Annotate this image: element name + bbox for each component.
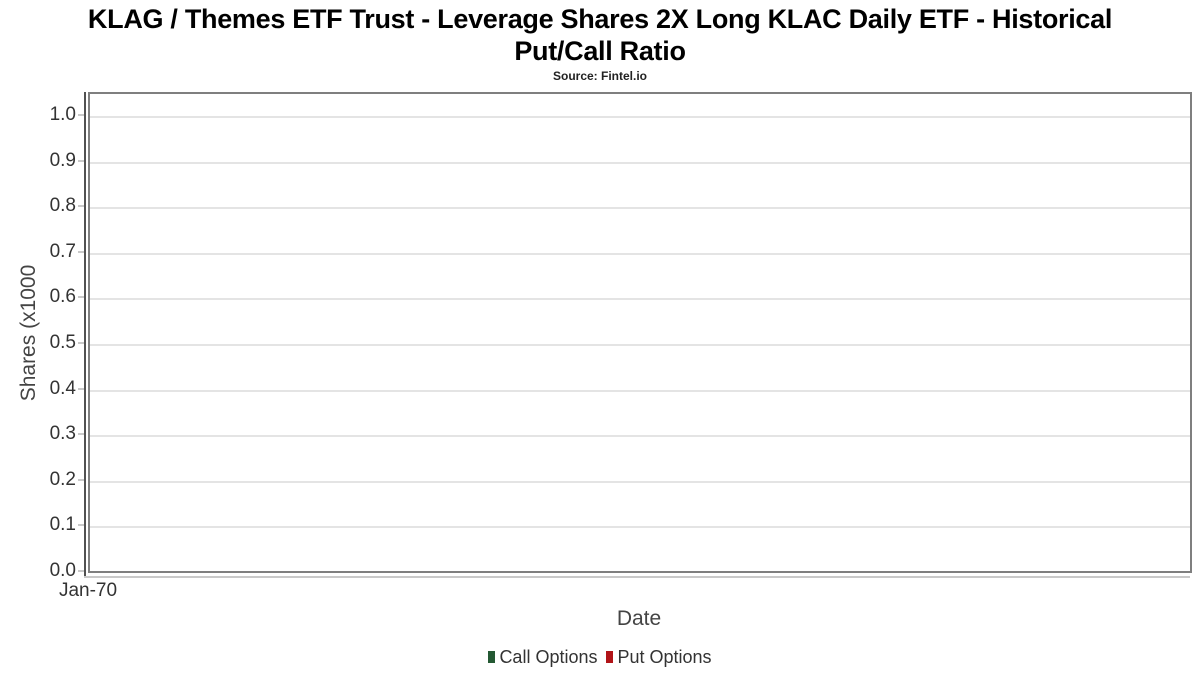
- legend-item-call-options: Call Options: [488, 646, 597, 668]
- legend-label: Put Options: [617, 647, 712, 667]
- y-tick-label: 0.3: [49, 423, 76, 445]
- y-tick-mark: [78, 570, 84, 572]
- y-tick-mark: [78, 114, 84, 116]
- y-tick-label: 0.4: [49, 377, 76, 399]
- y-tick-label: 1.0: [49, 104, 76, 125]
- y-axis-line: [84, 92, 86, 578]
- gridline: [90, 526, 1190, 529]
- gridline: [90, 480, 1190, 483]
- y-tick-label: 0.5: [49, 332, 76, 353]
- gridline: [90, 207, 1190, 210]
- y-tick-label: 0.8: [49, 195, 76, 217]
- legend: Call Options Put Options: [0, 646, 1200, 668]
- gridline: [90, 344, 1190, 346]
- y-tick-label: 0.6: [49, 286, 76, 308]
- y-tick-label: 0.9: [49, 149, 76, 171]
- gridline: [90, 435, 1190, 438]
- y-tick-label: 0.2: [49, 468, 76, 490]
- gridline: [90, 116, 1190, 118]
- y-tick-mark: [78, 205, 84, 208]
- y-tick-mark: [78, 296, 84, 299]
- y-tick-mark: [78, 387, 84, 390]
- y-tick-mark: [78, 478, 84, 481]
- chart-subtitle: Source: Fintel.io: [552, 69, 647, 83]
- y-tick-label: 0.1: [49, 514, 76, 536]
- y-tick-mark: [78, 342, 84, 344]
- y-tick-mark: [78, 159, 84, 162]
- y-tick-mark: [78, 433, 84, 436]
- chart-title-line1: KLAG / Themes ETF Trust - Leverage Share…: [87, 4, 1113, 34]
- gridline: [90, 252, 1190, 255]
- chart-title-line2: Put/Call Ratio: [514, 36, 686, 66]
- y-tick-label: 0.0: [49, 560, 76, 581]
- y-tick-mark: [78, 250, 84, 253]
- gridline: [90, 161, 1190, 164]
- x-axis-line: [84, 576, 1190, 578]
- x-axis-tick-label: Jan-70: [58, 580, 118, 601]
- legend-item-put-options: Put Options: [606, 646, 712, 668]
- gridline: [90, 389, 1190, 392]
- chart-title: KLAG / Themes ETF Trust - Leverage Share…: [0, 3, 1200, 67]
- plot-area: [88, 92, 1192, 573]
- x-axis-title: Date: [616, 607, 662, 630]
- legend-label: Call Options: [499, 647, 598, 667]
- y-tick-label: 0.7: [49, 240, 76, 262]
- y-tick-mark: [78, 524, 84, 527]
- legend-marker-icon: [488, 651, 496, 663]
- gridline: [90, 298, 1190, 301]
- legend-marker-icon: [606, 651, 614, 663]
